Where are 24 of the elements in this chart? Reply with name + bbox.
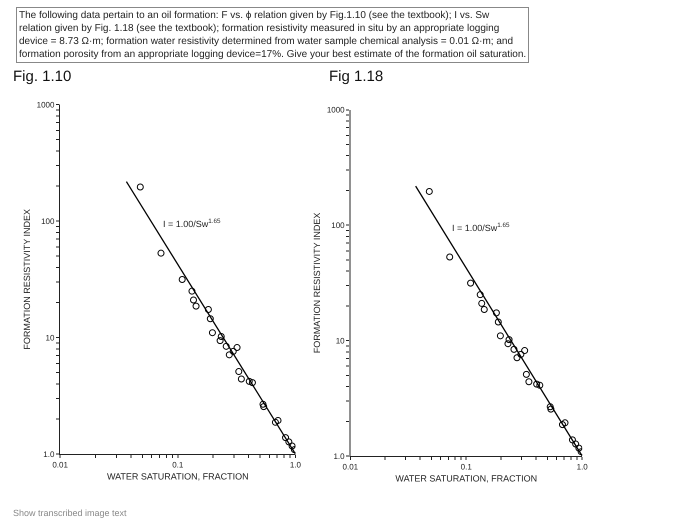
x-tick-label: 0.1 bbox=[172, 460, 184, 470]
x-tick-label: 0.1 bbox=[460, 462, 472, 472]
y-tick-label: 10 bbox=[46, 333, 55, 342]
y-tick-label: 10 bbox=[336, 336, 346, 346]
x-tick-label: 0.01 bbox=[342, 462, 359, 472]
chart-title: Fig 1.18 bbox=[329, 68, 384, 85]
annotation: I = 1.00/Sw$^{1.65}$ bbox=[163, 218, 222, 229]
x-tick-label: 1.0 bbox=[576, 462, 588, 472]
y-tick-label: 1000 bbox=[36, 100, 55, 110]
y-axis-title: FORMATION RESISTIVITY INDEX bbox=[22, 208, 32, 350]
chart-title: Fig. 1.10 bbox=[13, 68, 72, 85]
y-tick-label: 1.0 bbox=[43, 450, 55, 459]
x-tick-label: 0.01 bbox=[52, 460, 68, 470]
y-tick-label: 1000 bbox=[326, 106, 346, 115]
x-axis-title: WATER SATURATION, FRACTION bbox=[395, 474, 538, 484]
text: Show transcribed image text bbox=[13, 508, 128, 518]
x-tick-label: 1.0 bbox=[290, 460, 302, 470]
y-tick-label: 100 bbox=[41, 216, 55, 226]
y-axis-title: FORMATION RESISTIVITY INDEX bbox=[312, 212, 322, 354]
y-tick-label: 100 bbox=[331, 220, 346, 230]
text: The following data pertain to an oil formation: F vs. ϕ relation given by Fig.1.10 (see the textbook); I vs. Sw relation given by Fig. 1.18 (see the textbook); formation resistivity measured in situ by an appropriate logging device = 8.73 Ω·m; formation water resistivity determined from water sample chemical analysis = 0.01 Ω·m; and formation porosity from an appropriate logging device=17%. Give your best estimate of the formation oil saturation. bbox=[19, 10, 526, 60]
x-axis-title: WATER SATURATION, FRACTION bbox=[106, 471, 249, 482]
annotation: I = 1.00/Sw$^{1.65}$ bbox=[452, 222, 510, 233]
y-tick-label: 1.0 bbox=[333, 452, 346, 461]
